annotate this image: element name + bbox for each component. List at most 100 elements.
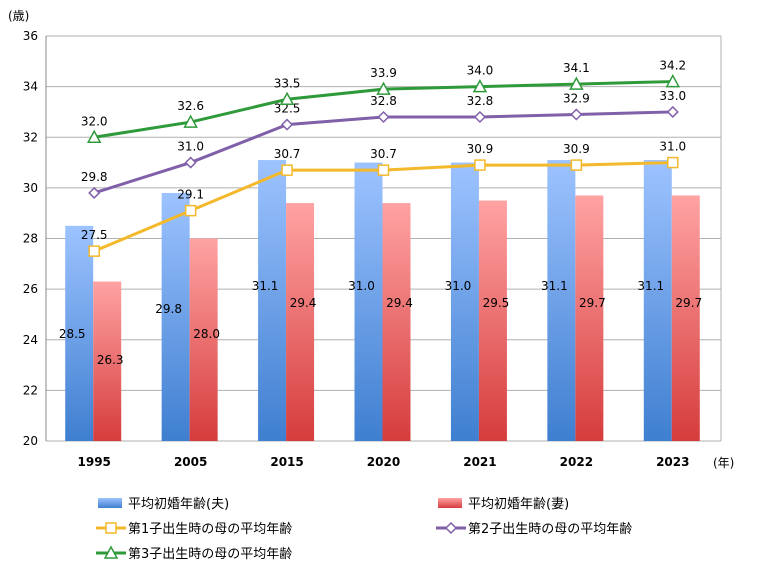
- series-1-marker: [377, 164, 390, 176]
- x-tick-label: 2021: [463, 455, 496, 469]
- series-2-label: 29.8: [81, 170, 108, 184]
- y-tick-label: 32: [23, 130, 38, 144]
- y-tick-label: 34: [23, 80, 38, 94]
- bar-husband-label: 31.1: [252, 279, 279, 293]
- legend-marker-square: [105, 522, 117, 534]
- series-3-marker: [183, 114, 198, 128]
- series-1-marker: [474, 159, 486, 171]
- series-1-marker: [281, 164, 293, 176]
- bar-wife: [382, 203, 411, 441]
- bar-husband: [258, 160, 287, 441]
- series-2-label: 33.0: [659, 89, 686, 103]
- series-1-marker: [88, 245, 100, 257]
- y-tick-label: 22: [23, 383, 38, 397]
- legend-swatch-bar: [98, 498, 122, 508]
- series-1-label: 31.0: [659, 140, 686, 154]
- series-2-marker: [473, 110, 486, 124]
- series-1-marker: [667, 156, 679, 169]
- legend-marker-diamond: [444, 521, 458, 535]
- y-tick-label: 30: [23, 181, 38, 195]
- legend-label: 第3子出生時の母の平均年齢: [128, 547, 292, 562]
- legend-label: 第2子出生時の母の平均年齢: [468, 522, 632, 537]
- bar-series: 28.5 29.8 31.1 31.0 31.0 31.1 31.1 26.3 28.0 29.4…: [59, 160, 702, 441]
- x-tick-label: 2005: [174, 455, 207, 469]
- bar-husband-label: 31.1: [637, 279, 664, 293]
- y-tick-label: 26: [23, 282, 38, 296]
- series-3-label: 33.9: [370, 66, 397, 80]
- bar-husband-label: 29.8: [155, 302, 182, 316]
- bar-wife: [478, 200, 507, 441]
- bar-wife-label: 28.0: [193, 327, 220, 341]
- series-3-label: 34.0: [467, 64, 494, 78]
- y-axis-unit-label: (歳): [8, 9, 29, 23]
- series-2-marker: [377, 110, 390, 124]
- x-tick-label: 2020: [367, 455, 400, 469]
- series-3-label: 32.0: [81, 114, 108, 128]
- series-2-label: 31.0: [177, 140, 204, 154]
- series-3-marker: [472, 79, 488, 93]
- series-3-marker: [376, 81, 391, 95]
- x-tick-label: 2022: [560, 455, 593, 469]
- line-series: 27.5 29.1 30.7 30.7 30.9 30.9 31.0 29.8 31.0 32.5…: [81, 59, 686, 257]
- series-1-marker: [570, 159, 583, 171]
- series-3-marker: [569, 76, 584, 90]
- series-2-marker: [88, 186, 101, 199]
- x-axis-ticks: 1995 2005 2015 2020 2021 2022 2023: [78, 455, 690, 469]
- bar-wife: [671, 195, 700, 441]
- bar-wife-label: 29.4: [290, 296, 317, 310]
- series-1-label: 30.7: [370, 147, 397, 161]
- series-2-marker: [570, 108, 583, 121]
- series-3-marker: [665, 73, 681, 88]
- bar-wife: [93, 281, 122, 441]
- series-2-label: 32.8: [370, 94, 397, 108]
- y-axis-ticks: 20 22 24 26 28 30 32 34 36: [23, 29, 38, 448]
- legend-label: 平均初婚年齢(妻): [468, 497, 569, 512]
- bar-husband: [65, 225, 94, 441]
- legend-label: 第1子出生時の母の平均年齢: [128, 522, 292, 537]
- y-tick-label: 24: [23, 333, 38, 347]
- series-2-label: 32.9: [563, 91, 590, 105]
- x-tick-label: 1995: [78, 455, 111, 469]
- x-tick-label: 2015: [270, 455, 303, 469]
- series-2-marker: [666, 105, 679, 118]
- y-tick-label: 20: [23, 434, 38, 448]
- series-3-label: 34.2: [659, 59, 686, 73]
- y-tick-label: 28: [23, 232, 38, 246]
- bar-wife-label: 29.7: [675, 296, 702, 310]
- bar-husband: [161, 192, 190, 441]
- series-3-marker: [279, 91, 295, 106]
- bar-husband-label: 31.1: [541, 279, 568, 293]
- legend: 平均初婚年齢(夫) 平均初婚年齢(妻) 第1子出生時の母の平均年齢 第2子出生時の母の…: [96, 497, 632, 562]
- bar-husband: [450, 162, 479, 441]
- bar-wife: [575, 195, 604, 441]
- bar-husband-label: 28.5: [59, 327, 86, 341]
- legend-label: 平均初婚年齢(夫): [128, 497, 229, 512]
- bar-husband: [643, 160, 672, 441]
- series-3-label: 34.1: [563, 61, 590, 75]
- y-tick-label: 36: [23, 29, 38, 43]
- series-1-label: 30.9: [563, 142, 590, 156]
- series-1-label: 30.7: [274, 147, 301, 161]
- bar-husband: [547, 160, 576, 441]
- series-1-label: 29.1: [177, 188, 204, 202]
- x-axis-unit-label: (年): [713, 456, 734, 470]
- series-2-marker: [184, 156, 197, 169]
- bar-wife: [286, 203, 315, 441]
- bar-wife-label: 29.7: [579, 296, 606, 310]
- bar-husband-label: 31.0: [348, 279, 375, 293]
- bar-wife-label: 29.5: [483, 296, 510, 310]
- series-2-label: 32.8: [467, 94, 494, 108]
- bar-husband-label: 31.0: [445, 279, 472, 293]
- series-1-label: 30.9: [467, 142, 494, 156]
- series-1-marker: [184, 204, 197, 217]
- x-tick-label: 2023: [656, 455, 689, 469]
- legend-marker-triangle: [103, 545, 119, 559]
- series-2-label: 32.5: [274, 102, 301, 116]
- bar-wife-label: 29.4: [386, 296, 413, 310]
- series-3-label: 33.5: [274, 76, 301, 90]
- series-3-label: 32.6: [177, 99, 204, 113]
- bar-wife-label: 26.3: [97, 353, 124, 367]
- bar-wife: [189, 238, 218, 441]
- legend-swatch-bar: [438, 498, 462, 508]
